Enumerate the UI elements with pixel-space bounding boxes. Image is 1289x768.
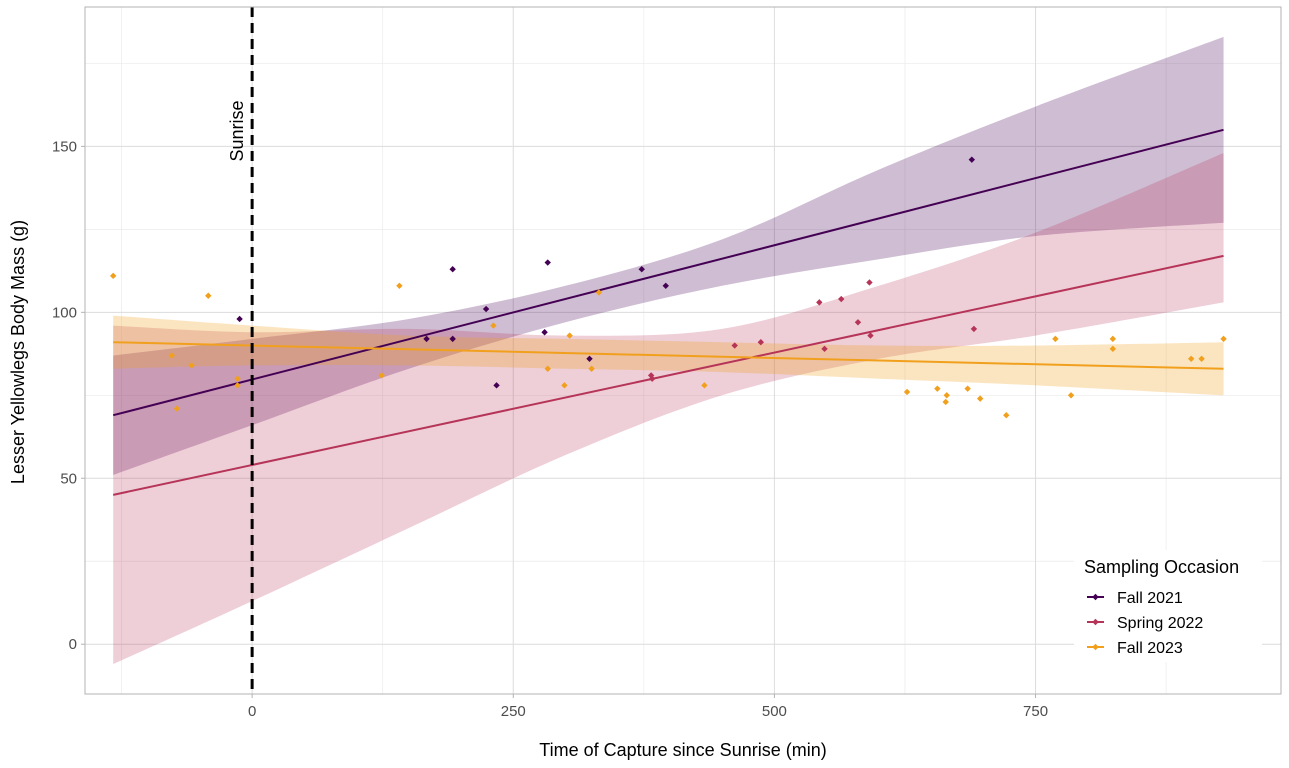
- fit-line-fall-2021: [112, 128, 1224, 417]
- data-point: [1109, 345, 1117, 353]
- data-point: [236, 315, 243, 323]
- data-point: [396, 282, 403, 289]
- data-point: [378, 372, 385, 379]
- legend-key-marker: [1092, 643, 1099, 651]
- y-tick-label: 50: [60, 470, 77, 487]
- legend-label: Fall 2023: [1117, 640, 1183, 657]
- legend-title: Sampling Occasion: [1084, 557, 1239, 577]
- data-point: [866, 279, 873, 286]
- data-point: [1198, 355, 1205, 362]
- x-tick-label: 0: [248, 703, 256, 720]
- legend-label: Spring 2022: [1117, 615, 1203, 632]
- data-point: [943, 392, 950, 399]
- data-point: [188, 362, 195, 369]
- data-point: [1220, 335, 1227, 343]
- data-point: [968, 156, 976, 163]
- sunrise-label: Sunrise: [227, 100, 247, 161]
- confidence-band-spring-2022: [113, 153, 1224, 665]
- data-points: [110, 156, 1227, 419]
- x-axis-ticks: 0 250 500 750: [248, 694, 1048, 720]
- legend-key-marker: [1092, 618, 1099, 626]
- data-point: [1052, 335, 1059, 343]
- data-point: [731, 342, 738, 349]
- data-point: [493, 382, 500, 389]
- data-point: [110, 272, 117, 280]
- fit-line-fall-2023: [113, 341, 1224, 370]
- data-point: [1003, 412, 1010, 419]
- data-point: [964, 385, 971, 392]
- x-tick-label: 750: [1023, 703, 1048, 720]
- data-point: [586, 355, 593, 362]
- sunrise-annotation: Sunrise: [227, 7, 254, 694]
- y-tick-label: 100: [52, 304, 77, 321]
- data-point: [970, 325, 978, 333]
- data-point: [588, 365, 595, 372]
- legend-key-marker: [1092, 593, 1099, 601]
- data-point: [566, 332, 573, 339]
- data-point: [541, 329, 548, 336]
- confidence-band-fall-2021: [113, 36, 1224, 475]
- data-point: [701, 382, 708, 389]
- x-axis-title: Time of Capture since Sunrise (min): [539, 740, 826, 760]
- x-tick-label: 500: [762, 703, 787, 720]
- data-point: [449, 265, 456, 273]
- legend-background: [1074, 550, 1262, 662]
- legend-items: Fall 2021 Spring 2022 Fall 2023: [1087, 590, 1203, 657]
- data-point: [544, 259, 551, 266]
- data-point: [838, 295, 845, 303]
- data-point: [934, 385, 941, 392]
- y-tick-label: 0: [69, 636, 77, 653]
- data-point: [662, 282, 669, 289]
- data-point: [423, 335, 430, 343]
- data-point: [482, 305, 490, 313]
- data-point: [1187, 355, 1195, 362]
- y-axis-title: Lesser Yellowlegs Body Mass (g): [8, 220, 28, 484]
- data-point: [595, 289, 603, 296]
- data-point: [976, 395, 984, 402]
- data-point: [821, 345, 828, 353]
- data-point: [903, 388, 911, 396]
- data-point: [168, 352, 175, 359]
- data-point: [561, 382, 568, 389]
- fit-line-spring-2022: [112, 254, 1224, 496]
- data-point: [638, 265, 645, 273]
- legend-label: Fall 2021: [1117, 590, 1183, 607]
- data-point: [648, 375, 656, 382]
- data-point: [490, 322, 497, 329]
- data-point: [173, 405, 181, 412]
- regression-lines: [112, 128, 1224, 496]
- data-point: [1067, 392, 1075, 399]
- x-tick-label: 250: [501, 703, 526, 720]
- data-point: [854, 319, 862, 326]
- data-point: [757, 339, 765, 346]
- y-axis-ticks: 0 50 100 150: [52, 138, 85, 653]
- data-point: [544, 365, 551, 372]
- data-point: [234, 382, 241, 389]
- data-point: [867, 332, 874, 339]
- data-point: [449, 335, 456, 343]
- panel-border: [84, 6, 1282, 695]
- data-point: [816, 299, 823, 306]
- data-point: [942, 398, 949, 406]
- data-point: [205, 292, 212, 299]
- data-point: [234, 375, 241, 382]
- data-point: [1109, 335, 1117, 343]
- y-tick-label: 150: [52, 138, 77, 155]
